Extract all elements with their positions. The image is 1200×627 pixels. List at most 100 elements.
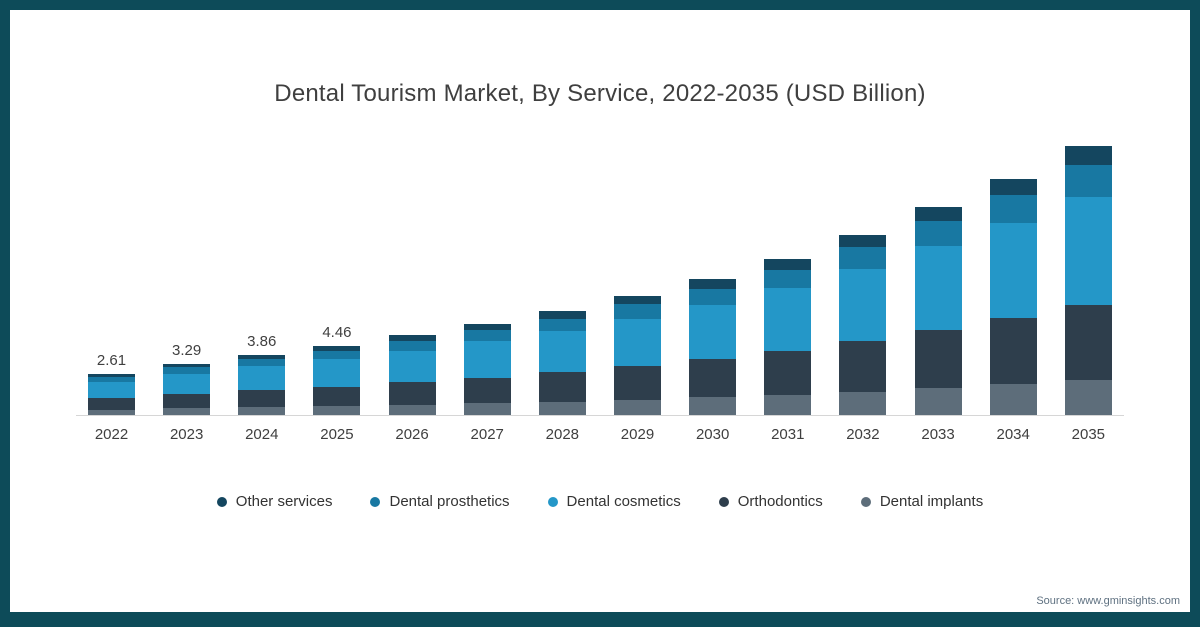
bar-column-2031 [764,237,812,415]
x-axis-label-2022: 2022 [94,426,129,443]
bar-segment-dental-prosthetics [764,269,812,289]
bar-segment-dental-prosthetics [388,341,436,351]
legend-item-dental-cosmetics: Dental cosmetics [547,493,681,510]
bar-column-2035 [1064,124,1112,415]
bar-segment-dental-implants [689,397,737,415]
bar-segment-other-services [839,234,887,248]
bar-segment-other-services [463,324,511,331]
x-axis-label-2031: 2031 [771,426,805,443]
bar-segment-dental-prosthetics [463,330,511,342]
legend-label-orthodontics: Orthodontics [737,493,823,510]
x-axis-labels: 2022 2023 2024 2025 2026 2027 2028 2029 2030 2031… [76,426,1124,443]
source-text: Source: www.gminsights.com [1036,595,1180,607]
bar-stack [613,296,661,415]
bar-stack [313,345,361,415]
bar-segment-dental-implants [1064,380,1112,415]
bar-column-2027 [463,302,511,415]
bar-segment-dental-prosthetics [689,288,737,305]
bar-segment-dental-cosmetics [88,382,135,399]
bar-segment-dental-cosmetics [313,358,361,387]
bar-column-2023: 3.29 [163,341,211,415]
x-axis-label-2026: 2026 [395,426,429,443]
bar-column-2033 [914,185,962,415]
bar-segment-dental-prosthetics [163,367,211,374]
legend-label-dental-implants: Dental implants [879,493,984,510]
x-axis-label-2032: 2032 [846,426,880,443]
bar-segment-other-services [689,279,737,289]
bar-segment-dental-implants [463,403,511,415]
bar-column-2032 [839,213,887,415]
bar-segment-dental-cosmetics [764,288,812,351]
bar-segment-dental-cosmetics [238,366,286,391]
x-axis-label-2028: 2028 [545,426,580,443]
legend-label-dental-prosthetics: Dental prosthetics [389,493,510,510]
bar-segment-orthodontics [163,394,211,409]
legend-label-dental-cosmetics: Dental cosmetics [566,493,681,510]
chart-area: 2.61 3.29 3.86 4.46 2022 2023 2024 2025 2026 202… [76,114,1124,443]
bar-segment-dental-prosthetics [313,350,361,359]
bar-segment-other-services [764,258,812,270]
bar-segment-dental-cosmetics [388,350,436,383]
legend-marker-dental-prosthetics [370,496,381,507]
bar-segment-dental-implants [538,401,586,415]
bar-segment-dental-cosmetics [989,223,1037,318]
bar-segment-orthodontics [689,359,737,398]
bar-stack [238,354,286,415]
bar-segment-dental-implants [163,408,211,415]
bar-segment-dental-implants [613,399,661,415]
bar-column-2026 [388,313,436,415]
bar-segment-dental-implants [914,387,962,415]
bar-column-2024: 3.86 [238,332,286,415]
legend-marker-orthodontics [718,496,729,507]
bar-segment-other-services [238,354,286,360]
bar-segment-dental-cosmetics [463,341,511,378]
bar-segment-dental-cosmetics [1064,197,1112,305]
bar-column-2022: 2.61 [88,352,135,415]
bar-segment-other-services [163,363,211,368]
bar-segment-other-services [388,335,436,342]
plot-area: 2.61 3.29 3.86 4.46 [76,114,1124,416]
bar-stack [388,335,436,415]
chart-title: Dental Tourism Market, By Service, 2022-… [274,80,926,107]
bar-segment-other-services [613,296,661,305]
bar-segment-dental-cosmetics [914,246,962,330]
bar-segment-orthodontics [764,350,812,395]
bar-segment-dental-implants [839,391,887,415]
bar-stack [1064,145,1112,415]
x-axis-label-2025: 2025 [320,426,354,443]
bar-segment-orthodontics [463,377,511,404]
bar-segment-orthodontics [1064,304,1112,380]
bar-segment-dental-implants [764,394,812,415]
x-axis-label-2024: 2024 [245,426,279,443]
bar-segment-orthodontics [88,398,135,410]
bar-segment-dental-implants [388,404,436,415]
bar-segment-dental-cosmetics [538,330,586,373]
x-axis-label-2034: 2034 [996,426,1030,443]
bar-stack [839,234,887,415]
bar-segment-dental-cosmetics [839,268,887,341]
bar-segment-dental-prosthetics [238,359,286,367]
bar-segment-dental-implants [238,407,286,415]
bar-stack [463,324,511,415]
bar-value-label: 3.86 [247,332,277,350]
bar-segment-dental-prosthetics [538,318,586,331]
bar-segment-other-services [989,178,1037,196]
legend-marker-dental-implants [860,496,871,507]
x-axis-label-2035: 2035 [1071,426,1106,443]
bar-stack [989,178,1037,415]
bar-segment-other-services [914,206,962,222]
bar-segment-dental-implants [989,384,1037,415]
bar-column-2034 [989,157,1037,415]
legend-marker-dental-cosmetics [547,496,558,507]
bar-segment-orthodontics [914,329,962,388]
legend-item-dental-implants: Dental implants [860,493,984,510]
bar-value-label: 3.29 [172,341,202,359]
bar-segment-orthodontics [388,382,436,405]
legend: Other services Dental prosthetics Dental c… [10,493,1190,510]
x-axis-label-2023: 2023 [169,426,204,443]
bar-column-2025: 4.46 [313,324,361,415]
bar-stack [163,363,211,415]
bar-segment-dental-prosthetics [839,247,887,269]
x-axis-label-2027: 2027 [470,426,504,443]
bar-column-2029 [613,274,661,415]
